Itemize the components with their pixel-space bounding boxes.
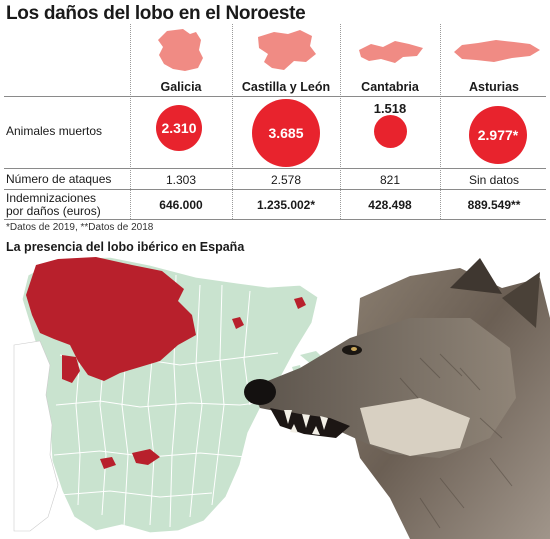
- column-divider: [440, 24, 441, 219]
- column-divider: [130, 24, 131, 219]
- table-divider: [4, 168, 546, 169]
- region-name-cantabria: Cantabria: [361, 80, 419, 94]
- region-name-asturias: Asturias: [468, 80, 520, 94]
- wolf-presence-areas: [26, 257, 306, 469]
- bubble-value-cantabria: 1.518: [373, 101, 407, 116]
- table-divider: [4, 96, 546, 97]
- region-name-galicia: Galicia: [160, 80, 202, 94]
- table-divider: [4, 189, 546, 190]
- column-divider: [232, 24, 233, 219]
- wolf-area-west-spot: [62, 355, 80, 383]
- indemnizaciones-label-line-2: por daños (euros): [6, 204, 101, 218]
- bubble-cantabria: [374, 115, 407, 148]
- map-title: La presencia del lobo ibérico en España: [6, 240, 245, 254]
- wolf-area-north-spot-1: [232, 317, 244, 329]
- table-divider: [4, 219, 546, 220]
- asturias-shape-icon: [454, 40, 540, 62]
- row-label-animales-muertos: Animales muertos: [6, 124, 103, 138]
- portugal-area: [13, 340, 59, 532]
- column-divider: [340, 24, 341, 219]
- wolf-area-central-2: [132, 449, 160, 465]
- wolf-area-central-1: [100, 457, 116, 469]
- row-label-numero-ataques: Número de ataques: [6, 172, 112, 186]
- ataques-galicia: 1.303: [165, 173, 197, 187]
- footnote: *Datos de 2019, **Datos de 2018: [6, 222, 154, 233]
- indemnizacion-asturias: 889.549**: [467, 198, 521, 212]
- galicia-shape-icon: [158, 29, 203, 71]
- indemnizacion-galicia: 646.000: [159, 198, 203, 212]
- indemnizacion-cantabria: 428.498: [368, 198, 412, 212]
- ataques-cantabria: 821: [379, 173, 401, 187]
- spain-wolf-map: [13, 256, 324, 534]
- region-name-castilla-leon: Castilla y León: [241, 80, 331, 94]
- bubble-galicia: 2.310: [156, 105, 202, 151]
- bubble-castilla-leon: 3.685: [252, 99, 320, 167]
- wolf-area-north-spot-2: [294, 297, 306, 309]
- fur-texture: [399, 353, 513, 529]
- indemnizaciones-label-line-1: Indemnizaciones: [6, 191, 97, 205]
- infographic-title: Los daños del lobo en el Noroeste: [6, 3, 306, 24]
- wolf-head-illustration: [244, 258, 550, 539]
- bubble-value-asturias: 2.977*: [477, 127, 519, 143]
- bubble-value-castilla-leon: 3.685: [268, 125, 304, 141]
- bubble-asturias: 2.977*: [469, 106, 527, 164]
- indemnizacion-castilla-leon: 1.235.002*: [256, 198, 316, 212]
- bubble-value-galicia: 2.310: [161, 120, 197, 136]
- wolf-area-northwest: [26, 257, 196, 381]
- ataques-castilla-leon: 2.578: [270, 173, 302, 187]
- balearic-islands: [292, 351, 324, 373]
- castilla-leon-shape-icon: [258, 30, 316, 70]
- ataques-asturias: Sin datos: [468, 173, 520, 187]
- row-label-indemnizaciones: Indemnizaciones por daños (euros): [6, 192, 101, 218]
- cantabria-shape-icon: [359, 41, 423, 63]
